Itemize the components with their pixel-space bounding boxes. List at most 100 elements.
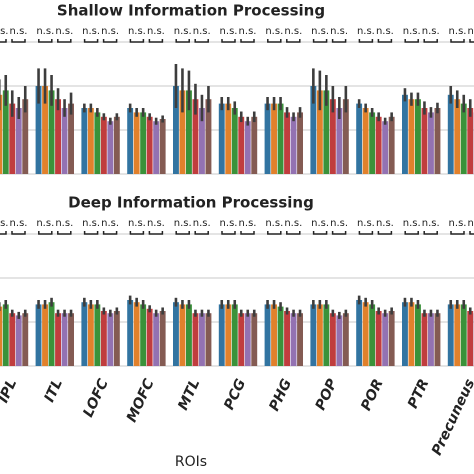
bar bbox=[415, 99, 421, 174]
bar bbox=[329, 313, 336, 366]
bar bbox=[329, 99, 336, 174]
bar bbox=[146, 116, 153, 174]
bar bbox=[375, 311, 382, 366]
significance-bracket bbox=[312, 231, 328, 235]
bar bbox=[68, 313, 74, 366]
bar bbox=[153, 121, 160, 174]
significance-bracket bbox=[358, 39, 374, 43]
bar bbox=[271, 304, 277, 366]
significance-label: n.s. bbox=[265, 26, 283, 37]
bar bbox=[356, 300, 363, 366]
bar bbox=[336, 108, 343, 174]
significance-label: n.s. bbox=[36, 26, 54, 37]
significance-bracket bbox=[221, 39, 236, 43]
x-tick-label: MOFC bbox=[124, 376, 158, 425]
bar bbox=[68, 103, 74, 174]
significance-bracket bbox=[267, 39, 282, 43]
bar bbox=[382, 121, 389, 174]
significance-label: n.s. bbox=[55, 26, 73, 37]
significance-label: n.s. bbox=[330, 218, 348, 229]
bar bbox=[290, 116, 297, 174]
significance-bracket bbox=[148, 231, 164, 235]
bar bbox=[2, 90, 9, 174]
bar bbox=[454, 99, 461, 174]
bar bbox=[290, 313, 297, 366]
bar bbox=[61, 108, 68, 174]
bar bbox=[153, 313, 160, 366]
x-tick-label: POR bbox=[358, 377, 386, 414]
bar bbox=[297, 313, 303, 366]
significance-bracket bbox=[57, 231, 72, 235]
significance-bracket bbox=[331, 231, 347, 235]
significance-bracket bbox=[194, 231, 209, 235]
chart-title: Shallow Information Processing bbox=[57, 2, 325, 20]
bar bbox=[336, 315, 343, 366]
significance-bracket bbox=[377, 231, 393, 235]
bar bbox=[159, 119, 166, 174]
bar bbox=[9, 313, 16, 366]
significance-label: n.s. bbox=[128, 26, 146, 37]
bar bbox=[316, 304, 323, 366]
bar bbox=[61, 313, 68, 366]
significance-bracket bbox=[38, 231, 53, 235]
significance-label: n.s. bbox=[55, 218, 73, 229]
bar bbox=[199, 108, 205, 174]
bar bbox=[35, 86, 42, 174]
bar bbox=[297, 112, 303, 174]
bar bbox=[179, 90, 186, 174]
bar bbox=[81, 108, 88, 174]
bar bbox=[140, 304, 147, 366]
bar bbox=[284, 311, 290, 366]
significance-label: n.s. bbox=[174, 26, 192, 37]
significance-bracket bbox=[358, 231, 374, 235]
significance-bracket bbox=[469, 231, 474, 235]
bar bbox=[323, 304, 330, 366]
bar bbox=[107, 313, 114, 366]
significance-label: n.s. bbox=[403, 218, 421, 229]
significance-bracket bbox=[377, 39, 393, 43]
significance-label: n.s. bbox=[357, 218, 375, 229]
significance-bracket bbox=[11, 231, 26, 235]
bar bbox=[22, 99, 29, 174]
bar bbox=[388, 116, 395, 174]
bar bbox=[205, 99, 212, 174]
bar bbox=[342, 99, 349, 174]
bar bbox=[55, 313, 61, 366]
significance-bracket bbox=[194, 39, 209, 43]
significance-label: n.s. bbox=[147, 26, 165, 37]
bar bbox=[316, 90, 323, 174]
significance-label: n.s. bbox=[174, 218, 192, 229]
significance-bracket bbox=[267, 231, 282, 235]
bar bbox=[323, 90, 330, 174]
significance-label: n.s. bbox=[468, 218, 474, 229]
bar bbox=[22, 313, 29, 366]
significance-bracket bbox=[57, 39, 72, 43]
x-tick-label: MTL bbox=[175, 377, 203, 413]
bar bbox=[218, 304, 225, 366]
significance-bracket bbox=[240, 39, 255, 43]
significance-bracket bbox=[129, 39, 145, 43]
bar bbox=[388, 311, 395, 366]
bar bbox=[284, 112, 290, 174]
bar bbox=[447, 304, 454, 366]
bar bbox=[310, 86, 317, 174]
significance-label: n.s. bbox=[220, 218, 238, 229]
significance-label: n.s. bbox=[403, 26, 421, 37]
significance-bracket bbox=[0, 39, 7, 43]
significance-bracket bbox=[286, 231, 301, 235]
bar bbox=[81, 302, 88, 366]
bar bbox=[133, 112, 140, 174]
significance-label: n.s. bbox=[265, 218, 283, 229]
significance-label: n.s. bbox=[357, 26, 375, 37]
significance-label: n.s. bbox=[147, 218, 165, 229]
bar bbox=[434, 313, 441, 366]
bar bbox=[277, 103, 284, 174]
bar bbox=[362, 108, 369, 174]
bar bbox=[375, 116, 382, 174]
bar bbox=[127, 300, 134, 366]
significance-bracket bbox=[102, 39, 118, 43]
bar bbox=[460, 103, 467, 174]
significance-bracket bbox=[331, 39, 347, 43]
bar bbox=[342, 313, 349, 366]
bar bbox=[0, 306, 3, 366]
